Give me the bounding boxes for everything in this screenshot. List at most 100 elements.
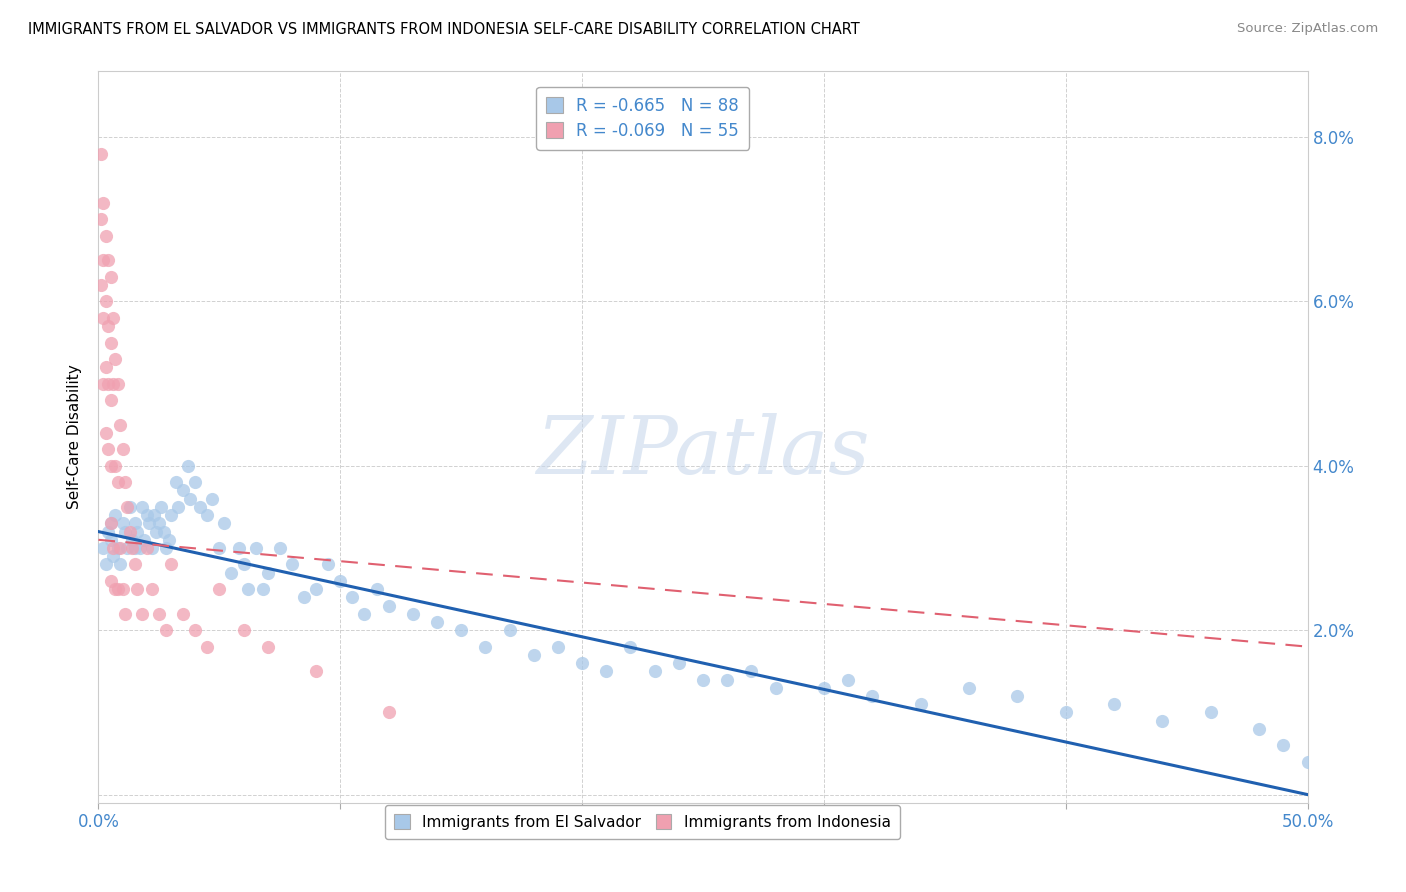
Point — [1102, 697, 1125, 711]
Point — [111, 442, 134, 457]
Point — [571, 656, 593, 670]
Point — [366, 582, 388, 596]
Point — [97, 253, 120, 268]
Point — [100, 335, 122, 350]
Point — [221, 566, 243, 580]
Point — [1272, 739, 1295, 753]
Point — [765, 681, 787, 695]
Point — [305, 582, 328, 596]
Point — [141, 582, 163, 596]
Point — [131, 607, 153, 621]
Point — [91, 195, 114, 210]
Point — [238, 582, 260, 596]
Point — [160, 558, 183, 572]
Point — [837, 673, 859, 687]
Point — [329, 574, 352, 588]
Point — [100, 393, 122, 408]
Point — [426, 615, 449, 629]
Point — [201, 491, 224, 506]
Point — [160, 508, 183, 523]
Point — [547, 640, 569, 654]
Point — [316, 558, 339, 572]
Point — [245, 541, 267, 555]
Text: ZIPatlas: ZIPatlas — [536, 413, 870, 491]
Point — [97, 442, 120, 457]
Point — [1199, 706, 1222, 720]
Point — [498, 624, 520, 638]
Point — [450, 624, 472, 638]
Point — [135, 508, 157, 523]
Point — [138, 516, 160, 531]
Point — [179, 491, 201, 506]
Point — [91, 541, 114, 555]
Point — [208, 541, 231, 555]
Point — [619, 640, 641, 654]
Point — [155, 624, 177, 638]
Point — [107, 376, 129, 391]
Point — [474, 640, 496, 654]
Point — [860, 689, 883, 703]
Point — [910, 697, 932, 711]
Point — [281, 558, 304, 572]
Point — [208, 582, 231, 596]
Point — [1007, 689, 1029, 703]
Point — [135, 541, 157, 555]
Point — [100, 574, 122, 588]
Point — [141, 541, 163, 555]
Point — [152, 524, 174, 539]
Point — [97, 524, 120, 539]
Point — [1054, 706, 1077, 720]
Point — [118, 500, 141, 514]
Point — [184, 624, 207, 638]
Point — [188, 500, 211, 514]
Point — [195, 640, 218, 654]
Text: Source: ZipAtlas.com: Source: ZipAtlas.com — [1237, 22, 1378, 36]
Point — [128, 541, 150, 555]
Point — [256, 566, 278, 580]
Point — [148, 607, 170, 621]
Point — [94, 228, 117, 243]
Point — [127, 582, 149, 596]
Point — [252, 582, 274, 596]
Point — [143, 508, 166, 523]
Point — [177, 458, 200, 473]
Point — [114, 607, 136, 621]
Point — [305, 665, 328, 679]
Point — [644, 665, 666, 679]
Point — [124, 541, 146, 555]
Point — [131, 500, 153, 514]
Point — [127, 524, 149, 539]
Point — [100, 516, 122, 531]
Point — [114, 475, 136, 490]
Point — [157, 533, 180, 547]
Point — [104, 582, 127, 596]
Point — [118, 524, 141, 539]
Point — [117, 541, 139, 555]
Point — [104, 508, 127, 523]
Point — [90, 146, 112, 161]
Point — [111, 582, 134, 596]
Point — [101, 549, 124, 564]
Point — [595, 665, 617, 679]
Point — [523, 648, 546, 662]
Point — [232, 624, 254, 638]
Point — [91, 253, 114, 268]
Point — [212, 516, 235, 531]
Point — [101, 376, 124, 391]
Point — [134, 533, 156, 547]
Point — [97, 376, 120, 391]
Point — [1296, 755, 1319, 769]
Point — [402, 607, 425, 621]
Point — [90, 212, 112, 227]
Point — [97, 319, 120, 334]
Point — [91, 376, 114, 391]
Point — [91, 310, 114, 325]
Point — [668, 656, 690, 670]
Point — [145, 524, 167, 539]
Point — [94, 425, 117, 440]
Point — [957, 681, 980, 695]
Point — [172, 607, 194, 621]
Point — [101, 541, 124, 555]
Point — [114, 524, 136, 539]
Point — [108, 558, 131, 572]
